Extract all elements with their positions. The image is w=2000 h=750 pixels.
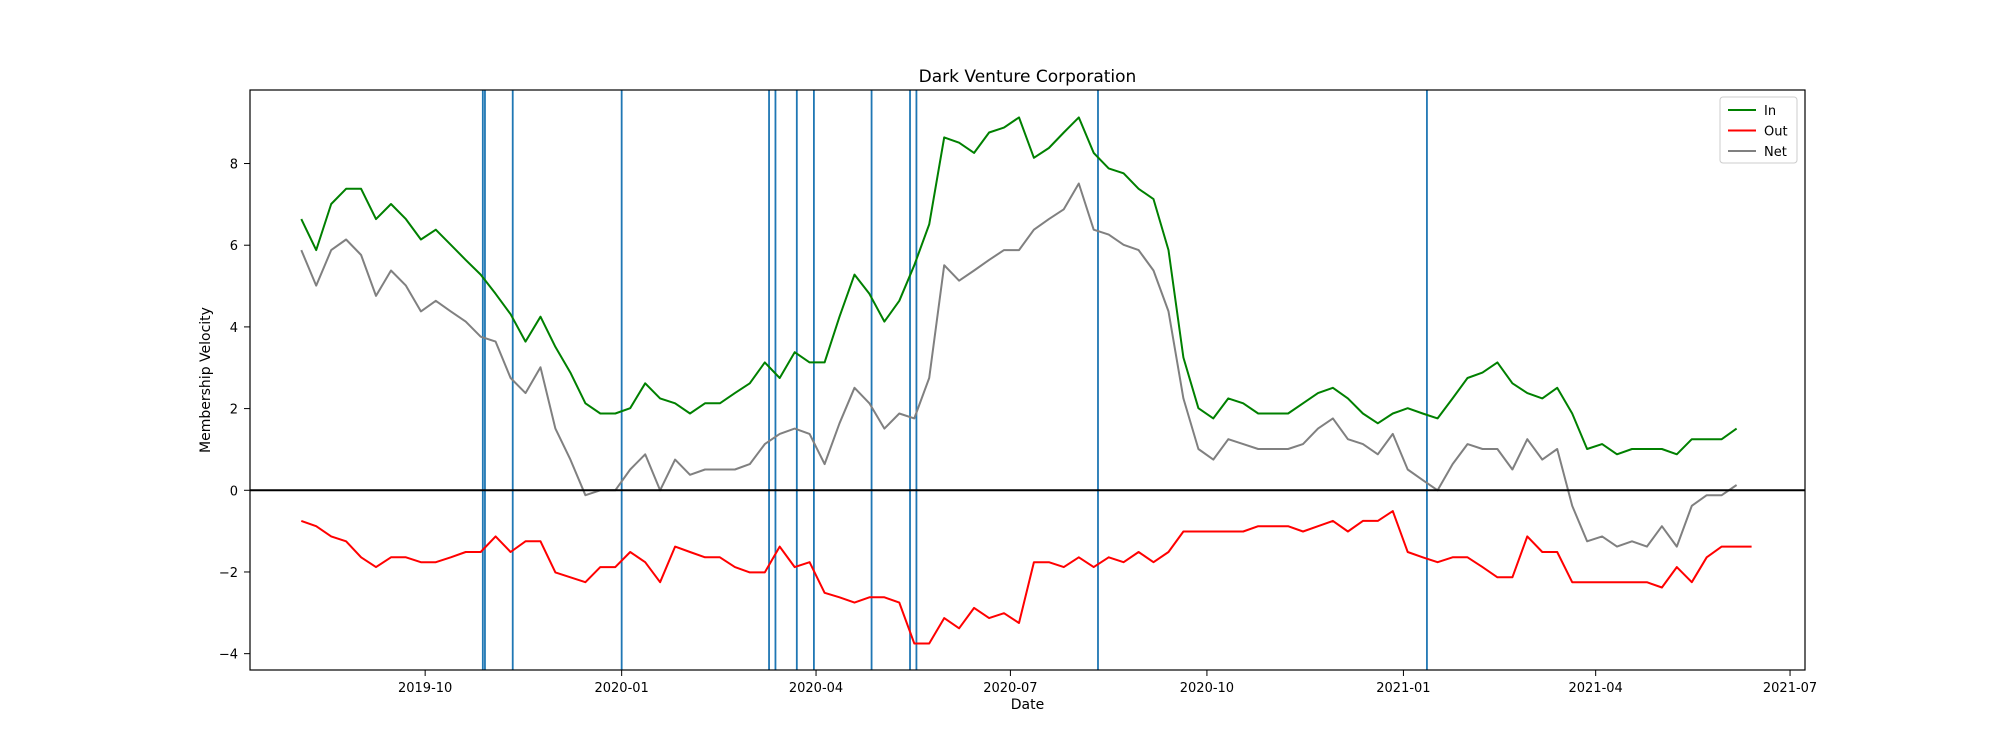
x-tick-label: 2020-10 [1180, 681, 1234, 696]
x-tick-label: 2020-07 [983, 681, 1037, 696]
series-lines [300, 116, 1752, 645]
series-line-in [300, 116, 1738, 456]
y-tick-label: 8 [230, 158, 238, 173]
y-tick-label: 6 [230, 239, 238, 254]
x-axis: 2019-10 2020-01 2020-04 2020-07 2020-10 2021-… [398, 670, 1817, 696]
legend-label-out: Out [1764, 125, 1788, 140]
x-tick-label: 2020-04 [789, 681, 843, 696]
y-tick-label: −2 [219, 566, 238, 581]
y-tick-label: 4 [230, 321, 238, 336]
y-tick-label: −4 [219, 648, 238, 663]
legend: In Out Net [1719, 96, 1798, 164]
chart-title: Dark Venture Corporation [919, 67, 1137, 87]
legend-box [1719, 96, 1798, 164]
event-lines [481, 90, 1428, 670]
x-tick-label: 2021-01 [1376, 681, 1430, 696]
y-tick-label: 0 [230, 484, 238, 499]
x-tick-label: 2021-07 [1763, 681, 1817, 696]
series-line-out [300, 510, 1752, 645]
y-axis: −4 −2 0 2 4 6 8 [219, 158, 250, 663]
y-tick-label: 2 [230, 403, 238, 418]
series-line-net [300, 182, 1738, 548]
plot-frame [249, 89, 1806, 671]
legend-label-net: Net [1764, 145, 1787, 160]
legend-label-in: In [1764, 104, 1776, 119]
y-axis-title: Membership Velocity [198, 307, 214, 453]
x-tick-label: 2019-10 [398, 681, 452, 696]
x-axis-title: Date [1011, 697, 1044, 713]
x-tick-label: 2021-04 [1569, 681, 1623, 696]
x-tick-label: 2020-01 [594, 681, 648, 696]
